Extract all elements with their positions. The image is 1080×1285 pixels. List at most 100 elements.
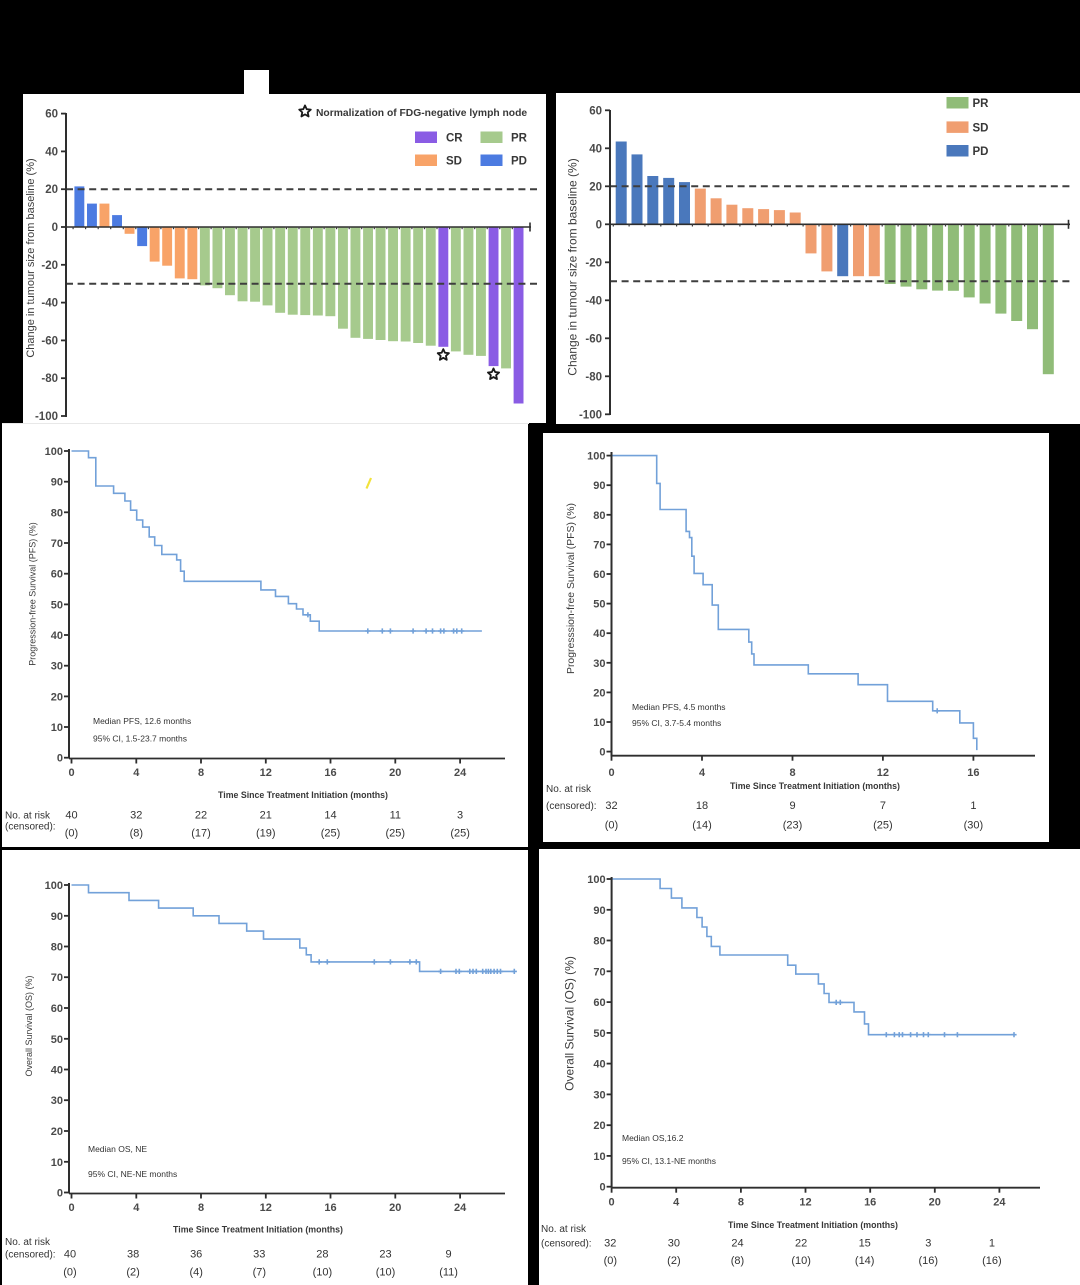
svg-text:(8): (8) — [130, 828, 143, 840]
svg-text:30: 30 — [593, 1089, 605, 1101]
svg-text:(10): (10) — [376, 1267, 396, 1279]
svg-text:(8): (8) — [731, 1255, 744, 1267]
svg-text:Time Since Treatment Initiatio: Time Since Treatment Initiation (months) — [728, 1220, 898, 1230]
svg-text:95% CI, 1.5-23.7 months: 95% CI, 1.5-23.7 months — [93, 734, 187, 744]
svg-text:4: 4 — [133, 767, 140, 779]
svg-text:Median PFS, 12.6 months: Median PFS, 12.6 months — [93, 716, 191, 726]
svg-text:1: 1 — [989, 1237, 995, 1249]
svg-text:20: 20 — [45, 184, 58, 196]
svg-text:90: 90 — [51, 911, 63, 923]
svg-text:(4): (4) — [189, 1267, 202, 1279]
svg-text:40: 40 — [589, 143, 602, 155]
svg-text:24: 24 — [454, 767, 467, 779]
svg-text:24: 24 — [454, 1202, 467, 1214]
svg-text:20: 20 — [51, 691, 63, 703]
svg-text:-40: -40 — [585, 295, 602, 307]
svg-text:(7): (7) — [253, 1267, 266, 1279]
svg-text:(30): (30) — [964, 820, 984, 832]
svg-text:(10): (10) — [313, 1267, 333, 1279]
svg-text:18: 18 — [696, 800, 708, 812]
svg-text:80: 80 — [593, 936, 605, 948]
svg-text:10: 10 — [51, 1157, 63, 1169]
svg-text:12: 12 — [260, 1202, 272, 1214]
svg-text:(25): (25) — [873, 820, 893, 832]
svg-text:30: 30 — [51, 661, 63, 673]
svg-text:22: 22 — [195, 810, 207, 822]
svg-text:-60: -60 — [41, 335, 58, 347]
svg-text:0: 0 — [68, 767, 74, 779]
svg-text:(censored):: (censored): — [5, 1250, 56, 1261]
svg-text:40: 40 — [51, 1065, 63, 1077]
svg-text:Time Since Treatment Initiatio: Time Since Treatment Initiation (months) — [218, 790, 388, 800]
svg-text:7: 7 — [880, 800, 886, 812]
svg-text:20: 20 — [593, 1120, 605, 1132]
svg-text:16: 16 — [967, 767, 979, 779]
svg-text:(0): (0) — [63, 1267, 76, 1279]
svg-text:-100: -100 — [579, 409, 602, 421]
svg-text:8: 8 — [198, 1202, 204, 1214]
svg-text:4: 4 — [133, 1202, 140, 1214]
svg-text:20: 20 — [51, 1126, 63, 1138]
svg-text:16: 16 — [324, 767, 336, 779]
svg-text:(25): (25) — [386, 828, 406, 840]
svg-text:SD: SD — [973, 122, 989, 134]
svg-text:SD: SD — [446, 156, 462, 168]
svg-text:15: 15 — [859, 1237, 871, 1249]
svg-text:60: 60 — [51, 1003, 63, 1015]
svg-text:Median PFS, 4.5 months: Median PFS, 4.5 months — [632, 702, 726, 712]
svg-text:50: 50 — [51, 599, 63, 611]
svg-text:12: 12 — [260, 767, 272, 779]
svg-text:30: 30 — [593, 658, 605, 670]
svg-text:24: 24 — [993, 1197, 1006, 1209]
svg-text:60: 60 — [51, 569, 63, 581]
svg-text:(14): (14) — [855, 1255, 875, 1267]
svg-text:70: 70 — [51, 538, 63, 550]
svg-text:40: 40 — [64, 1249, 76, 1261]
svg-text:8: 8 — [789, 767, 795, 779]
svg-text:(19): (19) — [256, 828, 276, 840]
svg-text:12: 12 — [799, 1197, 811, 1209]
svg-text:0: 0 — [596, 219, 602, 231]
svg-text:Normalization of FDG-negative: Normalization of FDG-negative lymph node — [316, 108, 527, 119]
svg-text:30: 30 — [51, 1095, 63, 1107]
svg-text:80: 80 — [51, 507, 63, 519]
svg-text:80: 80 — [51, 942, 63, 954]
svg-text:20: 20 — [593, 687, 605, 699]
svg-text:100: 100 — [45, 446, 63, 458]
svg-text:(23): (23) — [783, 820, 803, 832]
svg-text:Change in tumour size from bas: Change in tumour size from baseline (%) — [566, 158, 580, 375]
svg-text:(0): (0) — [604, 1255, 617, 1267]
svg-text:50: 50 — [51, 1034, 63, 1046]
svg-text:PD: PD — [973, 146, 989, 158]
svg-text:PR: PR — [511, 133, 528, 145]
svg-text:60: 60 — [593, 569, 605, 581]
svg-text:PR: PR — [973, 98, 990, 110]
svg-text:33: 33 — [253, 1249, 265, 1261]
svg-text:0: 0 — [57, 753, 63, 765]
svg-text:Median OS,16.2: Median OS,16.2 — [622, 1133, 684, 1143]
svg-text:(2): (2) — [667, 1255, 680, 1267]
svg-text:(2): (2) — [126, 1267, 139, 1279]
svg-text:16: 16 — [324, 1202, 336, 1214]
svg-text:(0): (0) — [65, 828, 78, 840]
svg-text:0: 0 — [609, 1197, 615, 1209]
svg-text:70: 70 — [51, 972, 63, 984]
svg-text:20: 20 — [389, 1202, 401, 1214]
svg-text:No. at risk: No. at risk — [5, 1237, 51, 1248]
svg-text:9: 9 — [789, 800, 795, 812]
svg-text:60: 60 — [45, 109, 58, 121]
svg-text:90: 90 — [593, 905, 605, 917]
svg-text:20: 20 — [929, 1197, 941, 1209]
svg-text:(censored):: (censored): — [546, 801, 597, 812]
svg-text:0: 0 — [68, 1202, 74, 1214]
svg-text:9: 9 — [446, 1249, 452, 1261]
svg-text:70: 70 — [593, 966, 605, 978]
svg-text:(25): (25) — [321, 828, 341, 840]
svg-text:95% CI, NE-NE months: 95% CI, NE-NE months — [88, 1169, 177, 1179]
svg-text:100: 100 — [587, 451, 605, 463]
svg-text:21: 21 — [260, 810, 272, 822]
svg-text:40: 40 — [593, 1059, 605, 1071]
svg-text:90: 90 — [51, 477, 63, 489]
svg-text:70: 70 — [593, 539, 605, 551]
svg-text:32: 32 — [130, 810, 142, 822]
